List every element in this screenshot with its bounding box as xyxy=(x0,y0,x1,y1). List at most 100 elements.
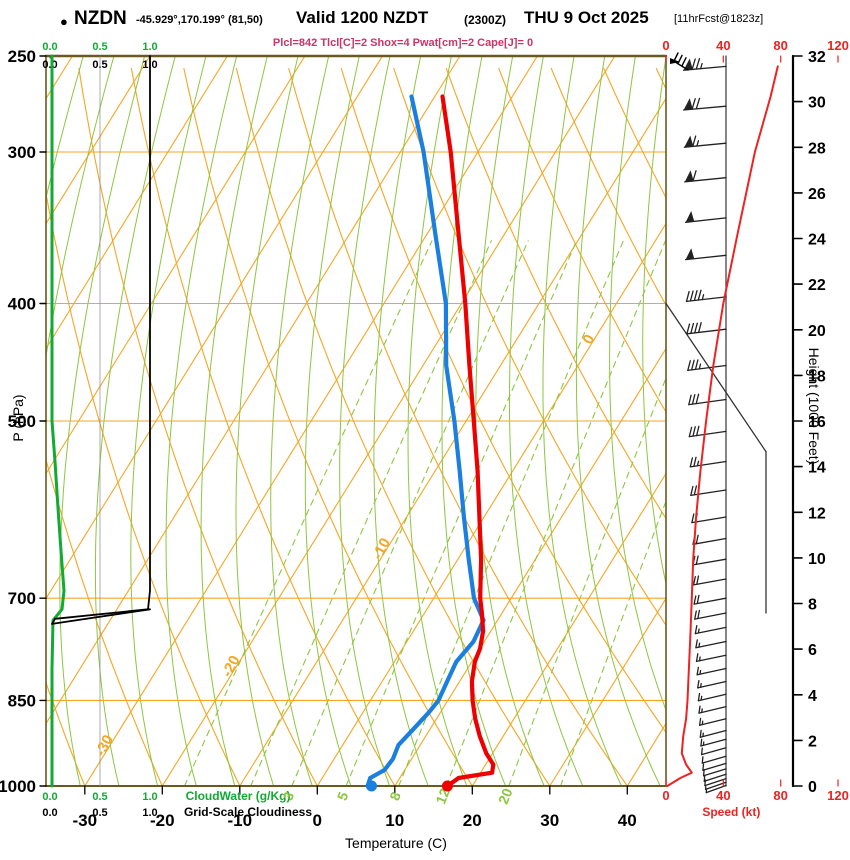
barb-shaft xyxy=(697,693,727,702)
barb-shaft xyxy=(696,667,727,676)
barb-shaft xyxy=(703,773,727,782)
barb-full xyxy=(688,394,692,406)
height-tick-label: 20 xyxy=(808,323,826,340)
sounding-stats: Plcl=842 Tlcl[C]=2 Shox=4 Pwat[cm]=2 Cap… xyxy=(272,37,534,49)
isotherm-label: -20 xyxy=(219,653,244,680)
isotherm-label: 0 xyxy=(579,332,598,347)
dry-adiabat-line xyxy=(288,67,628,786)
barb-shaft xyxy=(695,640,727,649)
wind-barb xyxy=(684,170,727,183)
moist-adiabat-line xyxy=(441,56,507,786)
temperature-tick-label: -20 xyxy=(150,811,175,830)
wind-barb xyxy=(693,594,727,605)
temperature-marker xyxy=(441,780,453,792)
temperature-axis-label: Temperature (C) xyxy=(345,835,447,851)
wind-barb xyxy=(684,248,727,261)
barb-full xyxy=(695,534,699,545)
mixing-ratio-line xyxy=(345,240,578,786)
barb-full xyxy=(689,457,694,468)
barb-shaft xyxy=(701,755,727,764)
barb-full xyxy=(691,513,695,524)
barb-full xyxy=(687,360,691,372)
speed-tick-label-bottom: 120 xyxy=(827,788,849,803)
cloudiness-base xyxy=(51,608,151,625)
wind-barb xyxy=(696,666,727,676)
wind-barb xyxy=(700,738,727,747)
wind-barb xyxy=(692,534,727,545)
dewpoint-marker xyxy=(366,780,377,792)
wind-barb xyxy=(702,762,727,771)
speed-tick-label-bottom: 80 xyxy=(773,788,787,803)
barb-full xyxy=(690,485,694,497)
wind-barb xyxy=(692,555,727,566)
speed-axis-label: Speed (kt) xyxy=(702,805,760,819)
cloudwater-tick-label-bottom: 0.5 xyxy=(92,791,107,803)
height-tick-label: 0 xyxy=(808,779,817,796)
dry-adiabat-line xyxy=(0,69,7,787)
barb-full xyxy=(692,575,696,586)
height-tick-label: 12 xyxy=(808,505,826,522)
dry-adiabat-line xyxy=(78,67,318,786)
station-marker-icon: ● xyxy=(60,14,68,29)
height-tick-label: 16 xyxy=(808,414,826,431)
isotherm-line xyxy=(46,56,151,225)
pressure-axis-label: P (hPa) xyxy=(10,394,26,442)
speed-tick-label-top: 40 xyxy=(716,38,730,53)
barb-shaft xyxy=(687,364,727,372)
temperature-tick-label: 0 xyxy=(313,811,322,830)
cloudiness-axis-label: Grid-Scale Cloudiness xyxy=(184,805,312,819)
barb-full xyxy=(694,625,698,635)
barb-full xyxy=(693,595,697,605)
barb-shaft xyxy=(704,777,727,787)
height-axis-label: Height (1000 Feet) xyxy=(806,347,822,465)
speed-tick-label-bottom: 0 xyxy=(662,788,669,803)
barb-shaft xyxy=(690,489,727,497)
barb-pennant xyxy=(684,135,694,148)
moist-adiabat-line xyxy=(235,56,299,786)
barb-full xyxy=(695,555,699,566)
moist-adiabat-line xyxy=(642,56,666,587)
barb-full xyxy=(685,290,690,303)
wind-barb xyxy=(705,784,727,794)
temperature-tick-label: 20 xyxy=(463,811,482,830)
barb-full xyxy=(689,290,694,302)
barb-full xyxy=(697,322,702,334)
barb-full xyxy=(692,135,697,148)
pressure-tick-label: 500 xyxy=(8,412,36,431)
moist-adiabat-line xyxy=(373,56,429,786)
barb-full xyxy=(695,639,698,649)
height-tick-label: 24 xyxy=(808,232,826,249)
speed-tick-label-bottom: 40 xyxy=(716,788,730,803)
barb-shaft xyxy=(685,296,727,303)
cloud-scales: 0.00.00.00.00.50.50.50.51.01.01.01.0Clou… xyxy=(42,41,312,819)
barb-shaft xyxy=(684,217,727,223)
wind-barb xyxy=(703,773,727,782)
wind-barb-column[interactable] xyxy=(665,55,767,794)
barb-full xyxy=(695,393,700,405)
wind-barb xyxy=(697,679,727,689)
moist-adiabat-line xyxy=(165,56,238,786)
cloudiness-tick-label-bottom: 0.0 xyxy=(42,807,57,819)
legend-pennant xyxy=(670,58,680,64)
barb-half xyxy=(701,708,703,714)
dewpoint-trace xyxy=(365,94,486,789)
barb-shaft xyxy=(688,398,727,406)
barb-full xyxy=(695,425,700,437)
barb-full xyxy=(698,705,701,714)
pressure-tick-label: 850 xyxy=(8,691,36,710)
surface-markers xyxy=(366,780,453,792)
barb-shaft xyxy=(683,142,727,148)
barb-full xyxy=(699,729,702,738)
height-tick-label: 14 xyxy=(808,460,826,477)
mixing-ratio-label: 5 xyxy=(334,789,352,802)
barb-full xyxy=(702,763,705,771)
barb-shaft xyxy=(686,328,727,335)
barb-full xyxy=(691,394,696,405)
header-title-row: ● NZDN -45.929°,170.199° (81,50) Valid 1… xyxy=(0,8,850,34)
barb-full xyxy=(697,289,702,301)
barb-half xyxy=(700,695,703,701)
barb-shaft xyxy=(692,578,727,586)
dry-adiabat-line xyxy=(46,680,86,786)
